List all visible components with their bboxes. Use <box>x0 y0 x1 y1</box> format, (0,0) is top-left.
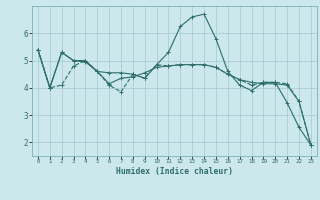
X-axis label: Humidex (Indice chaleur): Humidex (Indice chaleur) <box>116 167 233 176</box>
